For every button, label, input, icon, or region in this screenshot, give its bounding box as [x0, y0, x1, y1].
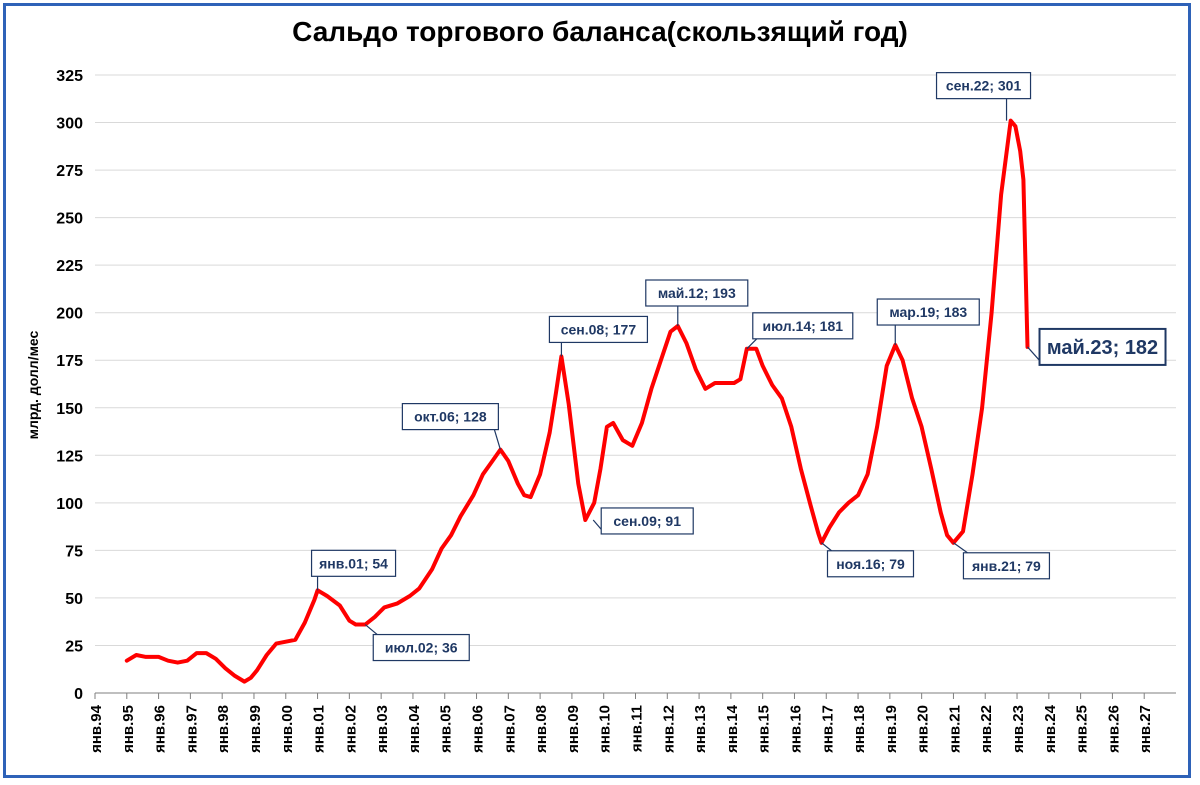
x-tick-label: янв.00 — [279, 705, 296, 753]
y-tick-label: 125 — [56, 448, 83, 465]
chart-title: Сальдо торгового баланса(скользящий год) — [292, 16, 908, 47]
y-tick-label: 25 — [65, 638, 83, 655]
data-callout: ноя.16; 79 — [821, 542, 915, 578]
x-tick-label: янв.94 — [88, 704, 105, 753]
y-tick-label: 50 — [65, 591, 83, 608]
y-tick-label: 325 — [56, 68, 83, 85]
x-tick-label: янв.03 — [374, 705, 391, 753]
x-tick-label: янв.14 — [724, 704, 741, 753]
callout-label: янв.21; 79 — [972, 558, 1041, 574]
x-tick-label: янв.20 — [915, 705, 932, 753]
x-tick-label: янв.21 — [946, 705, 963, 753]
x-tick-label: янв.10 — [597, 705, 614, 753]
x-tick-label: янв.13 — [692, 705, 709, 753]
x-tick-label: янв.27 — [1137, 705, 1154, 753]
x-tick-label: янв.97 — [183, 705, 200, 753]
data-callout: июл.02; 36 — [364, 624, 470, 662]
data-callout: янв.01; 54 — [310, 549, 397, 591]
callout-label: сен.22; 301 — [946, 78, 1022, 94]
x-tick-label: янв.19 — [883, 705, 900, 753]
y-tick-label: 75 — [65, 543, 83, 560]
x-tick-label: янв.24 — [1042, 704, 1059, 753]
data-callout: мар.19; 183 — [876, 298, 980, 346]
data-callout: сен.22; 301 — [935, 72, 1032, 121]
y-tick-label: 175 — [56, 353, 83, 370]
data-callout: сен.09; 91 — [592, 507, 694, 535]
x-tick-label: янв.06 — [470, 705, 487, 753]
y-tick-label: 225 — [56, 258, 83, 275]
x-tick-label: янв.11 — [629, 705, 646, 752]
y-tick-label: 150 — [56, 401, 83, 418]
chart-frame — [3, 3, 1191, 778]
x-tick-label: янв.17 — [819, 705, 836, 753]
x-tick-label: янв.02 — [342, 705, 359, 753]
x-tick-label: янв.15 — [756, 705, 773, 753]
callout-label: ноя.16; 79 — [836, 556, 905, 572]
x-tick-label: янв.16 — [787, 705, 804, 753]
x-tick-label: янв.05 — [438, 705, 455, 753]
data-callout: июл.14; 181 — [746, 312, 854, 350]
x-tick-label: янв.96 — [152, 705, 169, 753]
x-tick-label: янв.04 — [406, 704, 423, 753]
callout-label: май.23; 182 — [1047, 337, 1158, 359]
y-tick-label: 100 — [56, 496, 83, 513]
x-tick-label: янв.18 — [851, 705, 868, 753]
callout-label: июл.02; 36 — [385, 640, 458, 656]
x-tick-label: янв.95 — [120, 705, 137, 753]
data-callout: сен.08; 177 — [548, 315, 649, 357]
x-tick-label: янв.01 — [311, 705, 328, 753]
x-tick-label: янв.09 — [565, 705, 582, 753]
callout-label: сен.09; 91 — [613, 513, 681, 529]
x-tick-label: янв.22 — [978, 705, 995, 753]
y-tick-label: 200 — [56, 306, 83, 323]
x-tick-label: янв.99 — [247, 705, 264, 753]
y-tick-label: 300 — [56, 116, 83, 133]
data-callout: окт.06; 128 — [401, 403, 501, 450]
callout-label: мар.19; 183 — [889, 304, 967, 320]
x-tick-label: янв.25 — [1074, 705, 1091, 753]
x-tick-label: янв.98 — [215, 705, 232, 753]
x-tick-label: янв.07 — [501, 705, 518, 753]
callout-label: сен.08; 177 — [561, 321, 637, 337]
callout-label: июл.14; 181 — [763, 318, 844, 334]
data-callout: янв.21; 79 — [953, 542, 1051, 580]
x-tick-label: янв.08 — [533, 705, 550, 753]
data-callout: май.12; 193 — [645, 279, 749, 327]
data-callout: май.23; 182 — [1027, 327, 1167, 366]
y-tick-label: 0 — [74, 686, 83, 703]
x-tick-label: янв.23 — [1010, 705, 1027, 753]
callout-label: май.12; 193 — [658, 285, 736, 301]
y-tick-label: 275 — [56, 163, 83, 180]
x-tick-label: янв.26 — [1105, 705, 1122, 753]
y-axis-label: млрд. долл/мес — [25, 330, 41, 439]
x-tick-label: янв.12 — [660, 705, 677, 753]
callout-label: янв.01; 54 — [319, 555, 388, 571]
callout-label: окт.06; 128 — [414, 409, 487, 425]
y-tick-label: 250 — [56, 211, 83, 228]
series-line — [124, 118, 1030, 684]
